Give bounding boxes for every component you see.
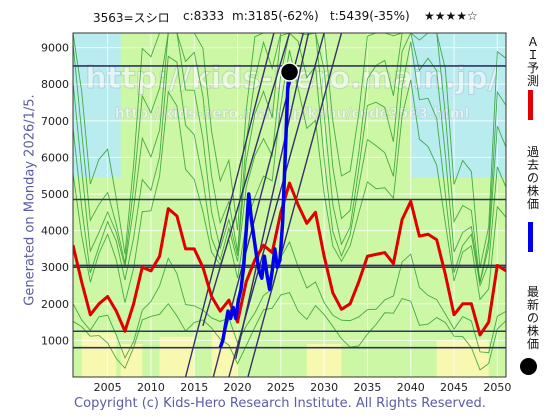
plot-frame — [72, 32, 507, 378]
y-tick-label: 7000 — [41, 115, 69, 128]
envelope-line — [73, 33, 506, 268]
x-tick-label: 2015 — [180, 381, 208, 394]
legend-latest-price-label: 最新の株価 — [526, 285, 539, 351]
y-tick-label: 1000 — [41, 334, 69, 347]
background-bands — [73, 33, 506, 377]
latest-price-marker — [279, 62, 300, 82]
trend-line — [184, 33, 275, 377]
x-tick-label: 2050 — [483, 381, 511, 394]
series-line-ai_forecast — [73, 181, 506, 337]
x-tick-label: 2030 — [310, 381, 338, 394]
legend-ai-forecast-label: ＡＩ予測 — [526, 35, 539, 88]
header-current: c:8333 — [183, 9, 225, 23]
envelope-line — [73, 292, 506, 371]
x-tick-label: 2010 — [137, 381, 165, 394]
copyright-notice: Copyright (c) Kids-Hero Research Institu… — [74, 396, 486, 411]
y-tick-label: 5000 — [41, 188, 69, 201]
header-rating: ★★★★☆ — [424, 9, 478, 23]
band-yellow — [81, 333, 117, 377]
trend-line — [247, 33, 343, 377]
generated-date-label: Generated on Monday 2026/1/5. — [22, 94, 38, 306]
watermark-secondary: http://kids-hero.main.jp/kabu/code3563.h… — [115, 106, 469, 122]
trend-line — [202, 33, 291, 326]
header-code-name: 3563=スシロ — [93, 11, 170, 25]
y-tick-label: 6000 — [41, 151, 69, 164]
x-tick-label: 2025 — [267, 381, 295, 394]
y-tick-label: 3000 — [41, 261, 69, 274]
x-tick-label: 2040 — [397, 381, 425, 394]
latest-marker-layer — [279, 62, 300, 82]
series-line-past_price — [218, 71, 292, 349]
band-yellow — [436, 340, 489, 377]
envelope-line — [73, 33, 506, 283]
axes: 2005 2010 2015 2020 2025 2030 2035 2040 2045 2050… — [41, 42, 511, 394]
y-tick-label: 2000 — [41, 298, 69, 311]
x-tick-label: 2005 — [94, 381, 122, 394]
y-tick-label: 4000 — [41, 225, 69, 238]
envelope-line — [73, 50, 506, 303]
envelope-line — [73, 240, 506, 359]
trend-lines — [184, 33, 343, 377]
x-tick-label: 2045 — [440, 381, 468, 394]
legend-ai-forecast-swatch — [528, 90, 533, 120]
legend-past-price-label: 過去の株価 — [526, 145, 539, 211]
x-tick-label: 2020 — [224, 381, 252, 394]
header-min: m:3185(-62%) — [232, 9, 319, 23]
legend-latest-price-marker — [520, 358, 537, 375]
band-cyan — [73, 33, 121, 178]
series — [73, 71, 506, 349]
envelope-line — [73, 33, 506, 288]
band-yellow — [159, 336, 195, 377]
y-tick-label: 9000 — [41, 42, 69, 55]
trend-line — [235, 33, 310, 359]
x-tick-label: 2035 — [353, 381, 381, 394]
envelope-lines — [73, 33, 506, 371]
band-cyan — [410, 33, 506, 178]
y-tick-label: 8000 — [41, 78, 69, 91]
legend-past-price-swatch — [528, 222, 533, 252]
band-yellow — [120, 344, 143, 377]
header-target: t:5439(-35%) — [330, 9, 410, 23]
